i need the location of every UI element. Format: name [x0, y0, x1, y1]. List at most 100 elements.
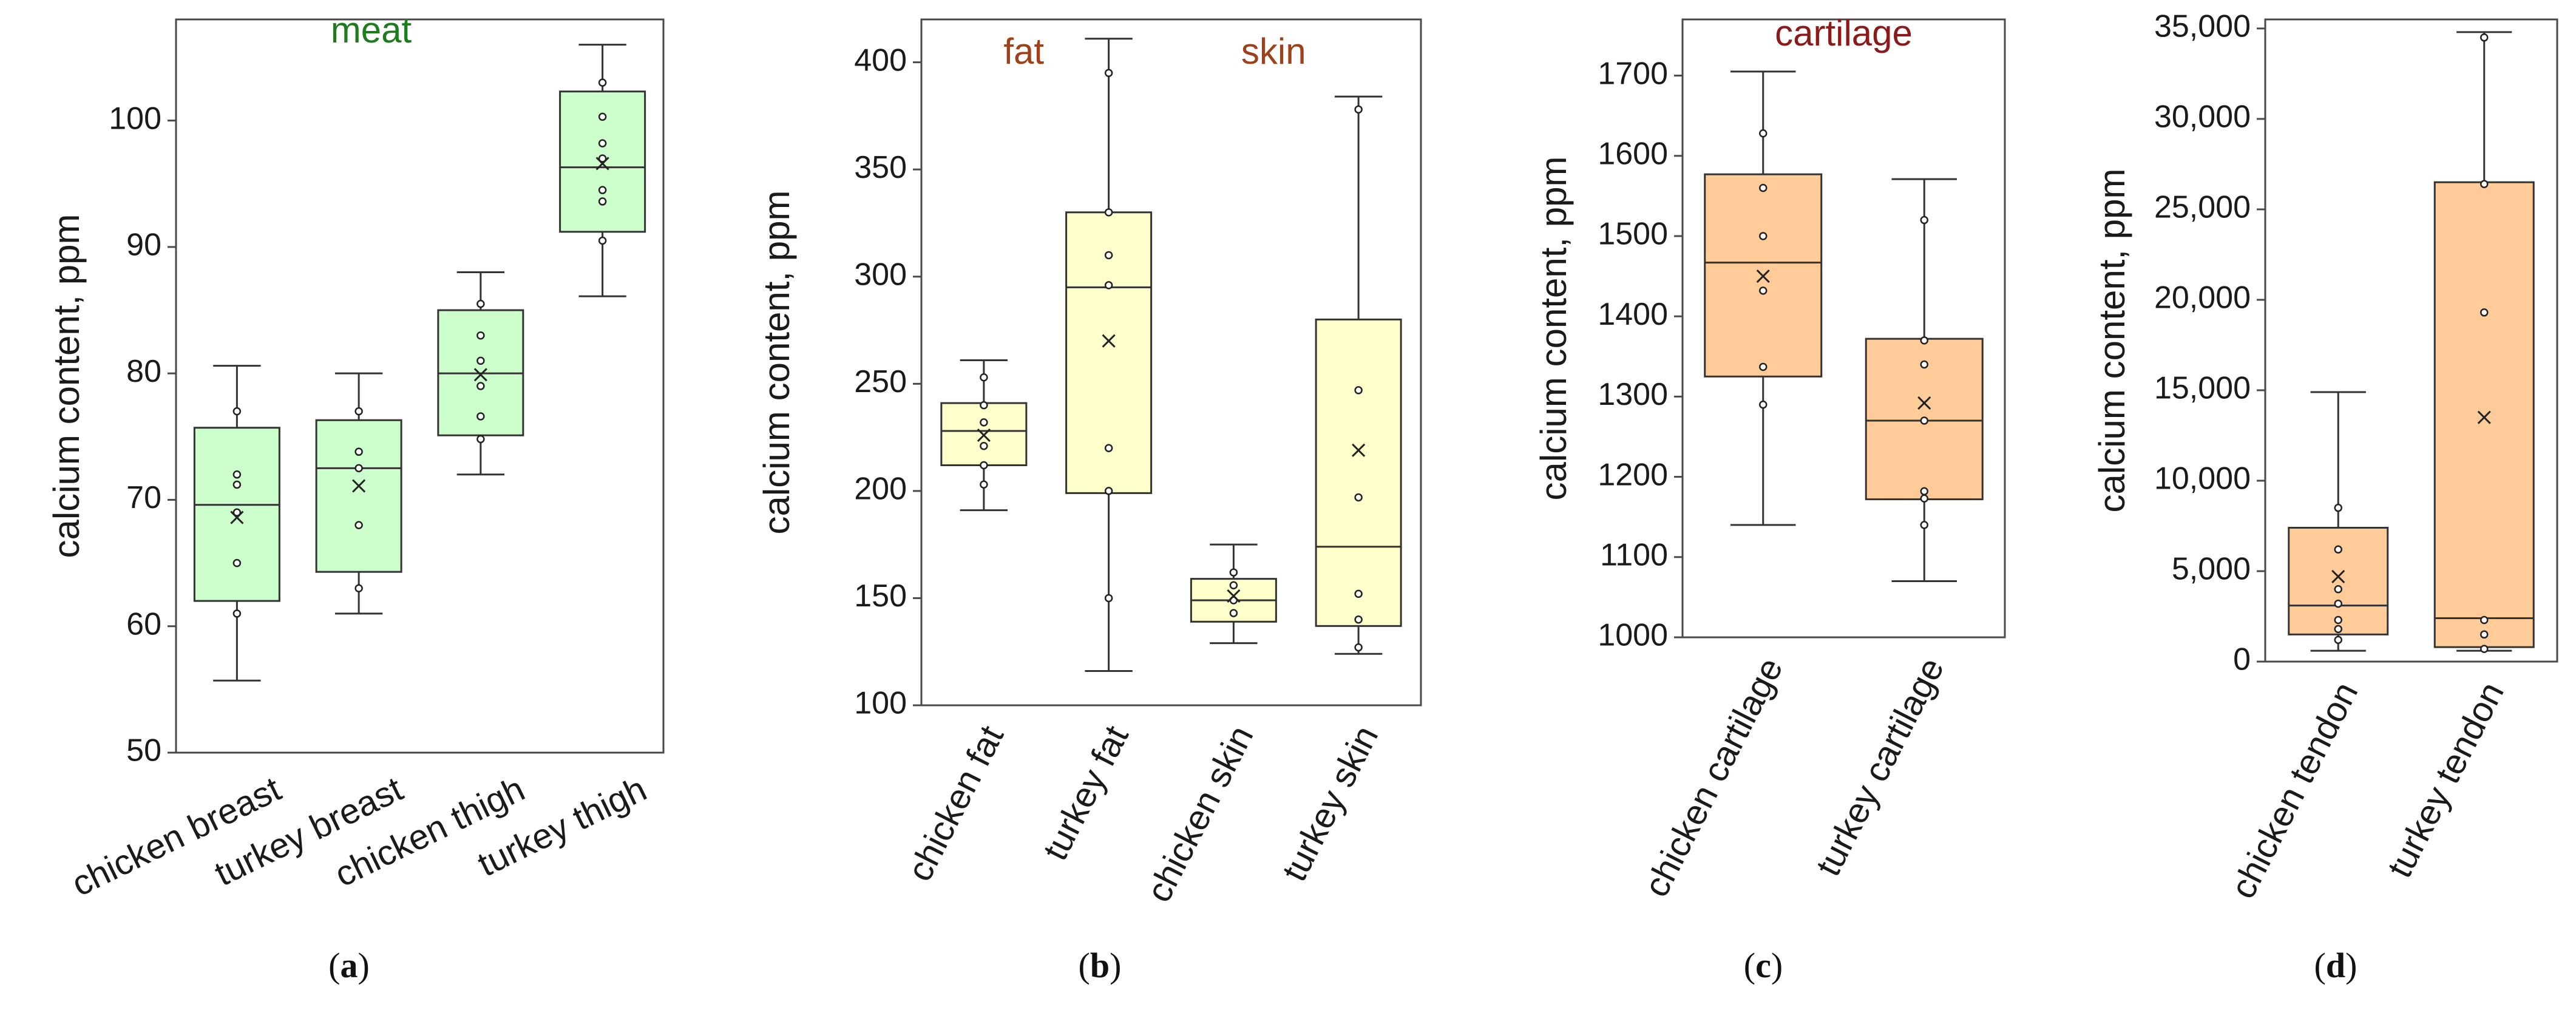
group-label: meat [331, 10, 412, 50]
mean-marker-stroke [1102, 334, 1116, 348]
panel-label-open-paren: ( [1744, 946, 1755, 985]
box-1 [2288, 391, 2389, 652]
data-point [2480, 615, 2489, 625]
data-point [232, 470, 242, 479]
data-point [232, 508, 242, 517]
data-point [1354, 589, 1363, 598]
data-point [354, 584, 363, 592]
group-label: cartilage [1775, 13, 1913, 53]
y-axis-label: calcium content, ppm [2092, 169, 2132, 513]
box-3 [1190, 543, 1277, 645]
box-4 [559, 44, 646, 297]
data-point [1229, 609, 1238, 617]
y-tick-label: 200 [854, 472, 907, 507]
panel-label-letter: c [1755, 946, 1771, 985]
data-point [598, 112, 607, 121]
panel-label-letter: a [341, 946, 358, 985]
y-tick-label: 10,000 [2154, 461, 2251, 497]
y-tick-label: 50 [126, 733, 161, 768]
panel-label-open-paren: ( [2314, 946, 2326, 985]
mean-marker [473, 368, 487, 382]
plot-frame [920, 18, 1422, 707]
data-point [1759, 286, 1768, 295]
data-point [598, 236, 607, 245]
data-point [354, 407, 363, 416]
data-point [354, 521, 363, 529]
plot-frame [175, 18, 665, 754]
data-point [2480, 33, 2489, 42]
panel-label-close-paren: ) [1110, 946, 1121, 985]
mean-marker-stroke [2331, 569, 2345, 583]
y-tick-label: 20,000 [2154, 280, 2251, 316]
box-3 [437, 271, 524, 476]
group-label-skin: skin [1241, 31, 1306, 72]
data-point [476, 331, 485, 340]
data-point [476, 299, 485, 308]
y-tick-label: 35,000 [2154, 9, 2251, 44]
y-axis-label: calcium content, ppm [46, 214, 87, 558]
y-tick-label: 1100 [1600, 538, 1668, 573]
data-point [476, 382, 485, 390]
data-point [598, 186, 607, 194]
data-point [598, 78, 607, 87]
data-point [1104, 208, 1113, 217]
box-1 [1704, 70, 1823, 526]
data-point [1920, 360, 1928, 369]
data-point [2334, 503, 2342, 512]
y-tick-label: 1000 [1598, 618, 1668, 653]
data-point [1759, 183, 1768, 192]
data-point [232, 407, 242, 416]
data-point [980, 401, 988, 410]
mean-marker [2477, 410, 2491, 424]
data-point [980, 418, 988, 427]
data-point [980, 461, 988, 470]
box-iqr [2433, 181, 2535, 648]
mean-marker-stroke [1227, 589, 1241, 603]
data-point [2334, 545, 2342, 554]
data-point [1104, 251, 1113, 260]
mean-marker [595, 157, 609, 171]
data-point [1920, 215, 1928, 225]
panel-label: (c) [1744, 946, 1783, 985]
data-point [980, 480, 988, 489]
data-point [1229, 581, 1238, 589]
y-tick-label: 30,000 [2154, 100, 2251, 135]
mean-marker [1917, 396, 1931, 410]
data-point [2480, 308, 2489, 317]
mean-marker-stroke [1917, 396, 1931, 410]
data-point [1920, 494, 1928, 503]
data-point [1229, 568, 1238, 577]
box-iqr [315, 419, 402, 573]
y-tick-label: 25,000 [2154, 190, 2251, 225]
data-point [980, 373, 988, 382]
y-tick-label: 300 [854, 257, 907, 292]
box-1 [940, 359, 1028, 512]
panel-label-open-paren: ( [1079, 946, 1090, 985]
data-point [476, 435, 485, 444]
data-point [598, 139, 607, 147]
data-point [1104, 69, 1113, 78]
mean-marker-stroke [977, 429, 991, 442]
data-point [1920, 487, 1928, 496]
data-point [980, 441, 988, 450]
data-point [232, 609, 242, 618]
data-point [598, 154, 607, 163]
data-point [2480, 630, 2489, 639]
data-point [1759, 400, 1768, 409]
data-point [1354, 615, 1363, 624]
mean-marker-stroke [473, 368, 487, 382]
y-axis-label: calcium content, ppm [756, 191, 797, 535]
data-point [1354, 386, 1363, 395]
data-point [476, 412, 485, 421]
y-tick-label: 90 [126, 228, 161, 263]
y-tick-label: 100 [854, 686, 907, 721]
data-point [1759, 232, 1768, 240]
data-point [2334, 615, 2342, 625]
data-point [1920, 521, 1928, 529]
y-tick-label: 350 [854, 150, 907, 185]
data-point [2480, 645, 2489, 653]
data-point [1104, 444, 1113, 452]
data-point [354, 447, 363, 456]
data-point [476, 356, 485, 365]
